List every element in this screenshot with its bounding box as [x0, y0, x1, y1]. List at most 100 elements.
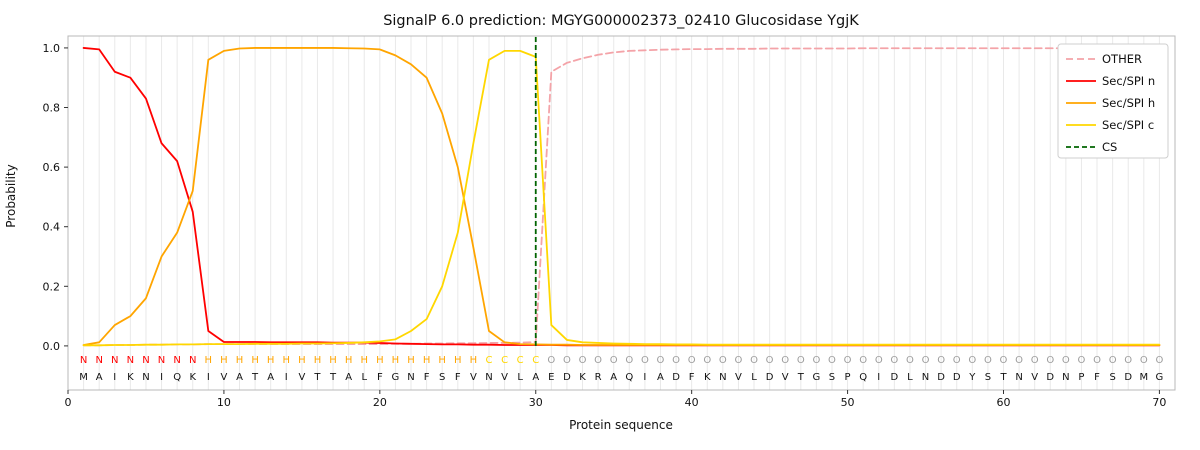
sequence-letter: V [782, 372, 789, 383]
sequence-letter: N [1015, 372, 1022, 383]
region-letter: N [127, 355, 134, 366]
sequence-letter: T [797, 372, 805, 383]
region-letter: H [376, 355, 384, 366]
sequence-letter: P [845, 372, 851, 383]
y-tick-label: 0.2 [43, 280, 61, 293]
region-letter: O [594, 355, 602, 366]
region-letter: C [517, 355, 524, 366]
region-letter: O [844, 355, 852, 366]
region-letter: H [438, 355, 446, 366]
sequence-letter: D [563, 372, 571, 383]
sequence-letter: A [532, 372, 539, 383]
sequence-letter: A [96, 372, 103, 383]
region-letter: O [1124, 355, 1132, 366]
sequence-letter: P [1078, 372, 1084, 383]
chart-title: SignalP 6.0 prediction: MGYG000002373_02… [383, 13, 859, 29]
sequence-letter: T [999, 372, 1007, 383]
y-axis-label: Probability [4, 164, 18, 227]
sequence-letter: T [329, 372, 337, 383]
region-letter: N [111, 355, 118, 366]
sequence-letter: Q [173, 372, 181, 383]
region-letter: O [657, 355, 665, 366]
region-letter: O [922, 355, 930, 366]
region-letter: O [610, 355, 618, 366]
region-letter: N [80, 355, 87, 366]
sequence-letter: K [704, 372, 711, 383]
legend-label: Sec/SPI n [1102, 74, 1155, 88]
x-tick-label: 20 [373, 396, 387, 409]
sequence-letter: L [907, 372, 913, 383]
sequence-letter: V [470, 372, 477, 383]
x-tick-label: 60 [996, 396, 1010, 409]
region-letter: O [579, 355, 587, 366]
region-letter: N [142, 355, 149, 366]
sequence-letter: M [79, 372, 88, 383]
sequence-letter: K [127, 372, 134, 383]
sequence-letter: N [142, 372, 149, 383]
region-letter: O [563, 355, 571, 366]
region-letter: O [859, 355, 867, 366]
sequence-letter: N [1062, 372, 1069, 383]
region-letter: O [688, 355, 696, 366]
sequence-letter: V [501, 372, 508, 383]
sequence-letter: L [751, 372, 757, 383]
y-tick-label: 1.0 [43, 42, 61, 55]
sequence-letter: A [610, 372, 617, 383]
region-letter: O [968, 355, 976, 366]
sequence-letter: G [813, 372, 821, 383]
region-letter: O [875, 355, 883, 366]
sequence-letter: S [985, 372, 991, 383]
sequence-letter: D [766, 372, 774, 383]
region-letter: O [953, 355, 961, 366]
region-letter: H [407, 355, 415, 366]
y-tick-label: 0.6 [43, 161, 61, 174]
plot-area: 0 10 20 30 40 50 60 700.00.20.40.60.81.0NMNANIN… [43, 35, 1176, 409]
sequence-letter: F [377, 372, 383, 383]
sequence-letter: T [251, 372, 259, 383]
region-letter: C [485, 355, 492, 366]
sequence-letter: V [735, 372, 742, 383]
series-line-Sec/SPI c [82, 49, 1161, 347]
sequence-letter: I [285, 372, 288, 383]
region-letter: H [470, 355, 478, 366]
region-letter: O [1062, 355, 1070, 366]
region-letter: H [236, 355, 244, 366]
sequence-letter: D [937, 372, 945, 383]
sequence-letter: M [1139, 372, 1148, 383]
region-letter: O [625, 355, 633, 366]
sequence-letter: S [1109, 372, 1115, 383]
region-letter: O [1109, 355, 1117, 366]
region-letter: H [298, 355, 306, 366]
sequence-letter: Q [859, 372, 867, 383]
sequence-letter: V [1031, 372, 1038, 383]
region-letter: O [734, 355, 742, 366]
sequence-letter: F [1094, 372, 1100, 383]
sequence-letter: N [407, 372, 414, 383]
series-line-Sec/SPI h [82, 47, 1161, 346]
x-tick-label: 0 [65, 396, 72, 409]
sequence-letter: A [345, 372, 352, 383]
legend-label: CS [1102, 140, 1117, 154]
region-letter: H [360, 355, 368, 366]
region-letter: O [766, 355, 774, 366]
x-axis-label: Protein sequence [569, 418, 673, 432]
region-letter: H [423, 355, 431, 366]
region-letter: O [1140, 355, 1148, 366]
region-letter: H [314, 355, 322, 366]
legend-label: Sec/SPI h [1102, 96, 1155, 110]
sequence-letter: R [595, 372, 602, 383]
sequence-letter: Y [968, 372, 976, 383]
region-letter: O [984, 355, 992, 366]
series-line-OTHER [82, 47, 1161, 347]
region-letter: O [1015, 355, 1023, 366]
sequence-letter: F [455, 372, 461, 383]
region-letter: O [1000, 355, 1008, 366]
sequence-letter: L [517, 372, 523, 383]
sequence-letter: V [298, 372, 305, 383]
x-tick-label: 10 [217, 396, 231, 409]
region-letter: O [890, 355, 898, 366]
region-letter: O [1155, 355, 1163, 366]
sequence-letter: D [1046, 372, 1054, 383]
sequence-letter: A [267, 372, 274, 383]
